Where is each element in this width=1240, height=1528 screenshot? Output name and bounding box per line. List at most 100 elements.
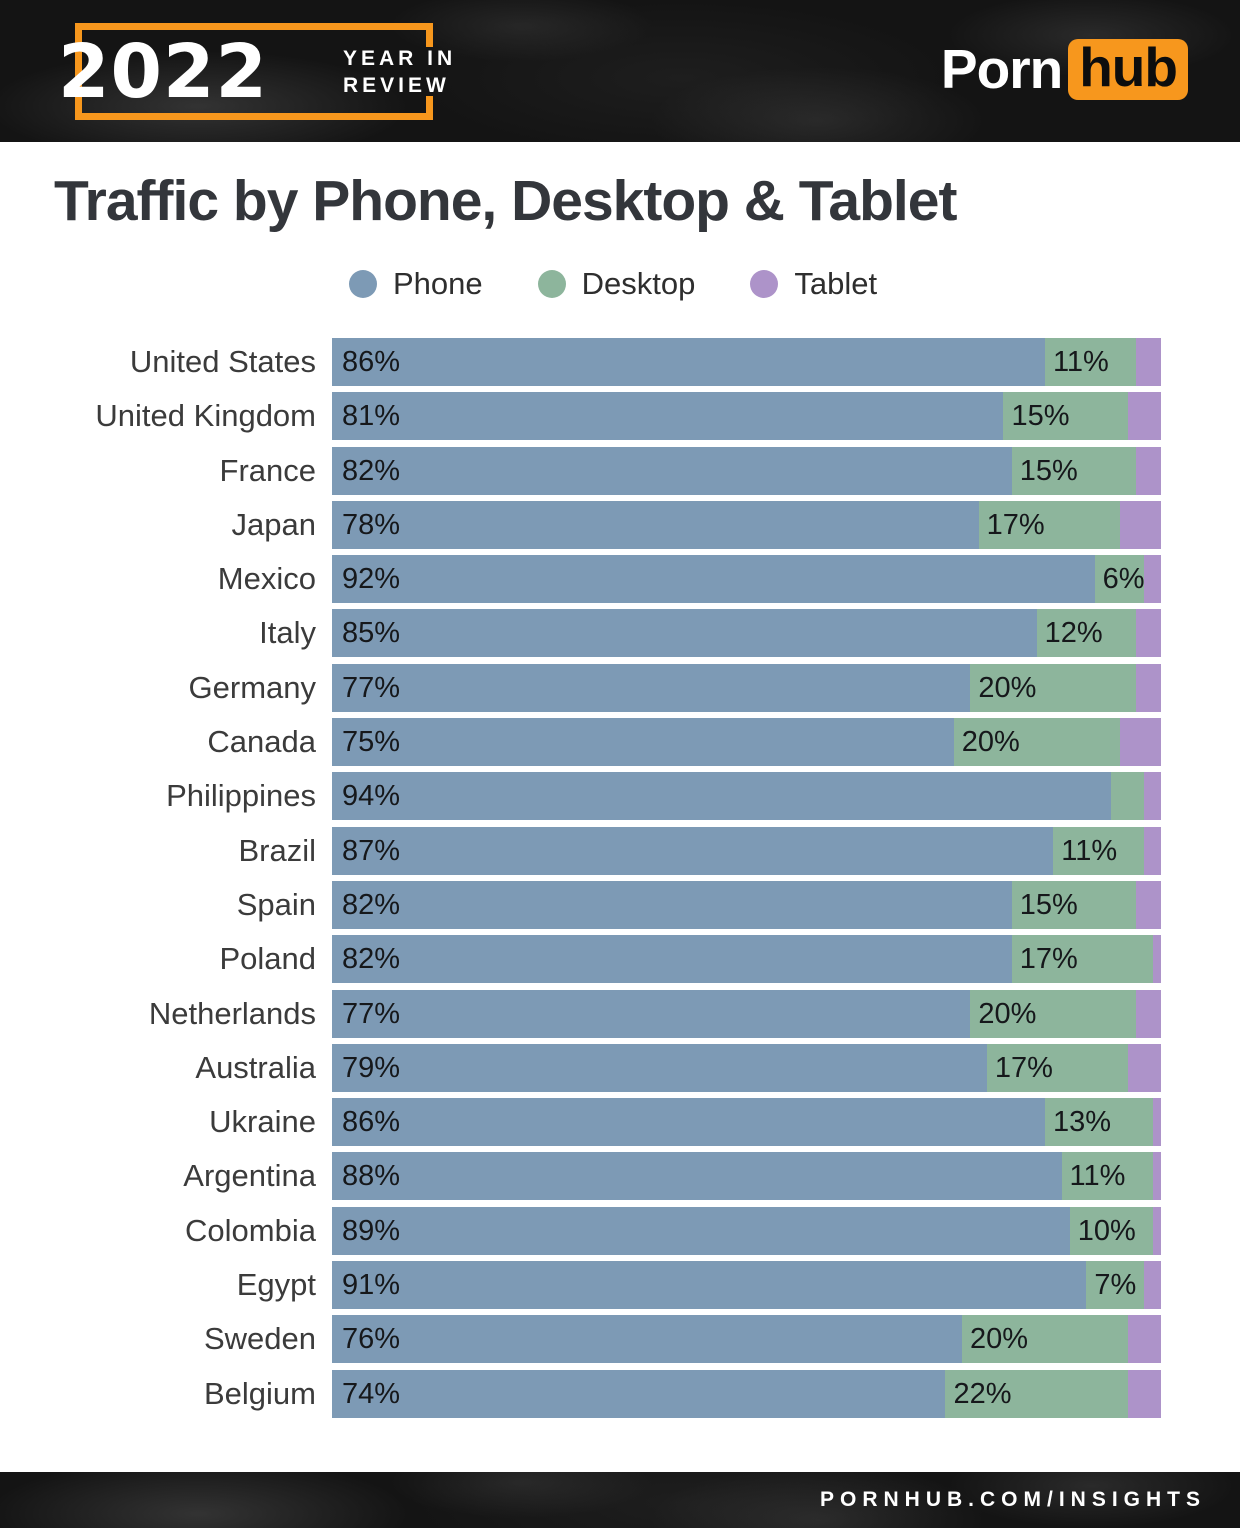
- chart-row: Sweden 76% 20%: [0, 1315, 1240, 1364]
- chart-row: Ukraine 86% 13%: [0, 1098, 1240, 1147]
- row-country-label: Japan: [231, 506, 316, 542]
- bar-track: 76% 20%: [332, 1315, 1161, 1364]
- bar-track: 92% 6%: [332, 555, 1161, 604]
- row-country-label: Argentina: [183, 1158, 316, 1194]
- bar-segment-tablet: [1119, 500, 1161, 549]
- badge-line1: YEAR IN: [343, 46, 457, 70]
- bar-segment-tablet: [1127, 1369, 1161, 1418]
- bar-segment-phone: 88%: [332, 1152, 1062, 1201]
- badge-year: 2022: [58, 28, 268, 115]
- bar-value-phone: 82%: [342, 943, 401, 976]
- bar-value-desktop: 15%: [1011, 400, 1070, 433]
- bar-segment-desktop: 6%: [1094, 555, 1145, 604]
- bar-value-desktop: 13%: [1052, 1106, 1111, 1139]
- bar-segment-phone: 74%: [332, 1369, 946, 1418]
- row-country-label: Italy: [259, 615, 316, 651]
- bar-segment-desktop: 17%: [1011, 935, 1153, 984]
- bar-segment-desktop: 20%: [970, 989, 1137, 1038]
- bar-segment-desktop: 20%: [953, 718, 1120, 767]
- bar-segment-phone: 77%: [332, 989, 971, 1038]
- bar-segment-desktop: 20%: [962, 1315, 1128, 1364]
- bar-value-phone: 85%: [342, 617, 401, 650]
- chart-row: Canada 75% 20%: [0, 718, 1240, 767]
- bar-segment-desktop: 20%: [970, 663, 1137, 712]
- legend-dot-icon: [537, 270, 566, 298]
- row-country-label: Sweden: [203, 1321, 316, 1357]
- bar-value-desktop: 11%: [1069, 1160, 1126, 1193]
- header-band: 2022 YEAR IN REVIEW Porn hub: [0, 0, 1240, 142]
- bar-value-phone: 79%: [342, 1051, 401, 1084]
- bar-segment-phone: 78%: [332, 500, 979, 549]
- bar-track: 85% 12%: [332, 609, 1161, 658]
- bar-value-desktop: 6%: [1102, 563, 1145, 596]
- chart-row: France 82% 15%: [0, 446, 1240, 495]
- footer-url: PORNHUB.COM/INSIGHTS: [819, 1488, 1206, 1511]
- bar-value-desktop: 7%: [1094, 1269, 1137, 1302]
- logo-text-porn: Porn: [940, 38, 1063, 100]
- pornhub-logo: Porn hub: [940, 38, 1188, 100]
- bar-track: 82% 15%: [332, 880, 1161, 929]
- bar-value-desktop: 12%: [1044, 617, 1103, 650]
- bar-segment-desktop: 11%: [1061, 1152, 1153, 1201]
- badge-border-right-top: [426, 23, 433, 47]
- badge-line2: REVIEW: [343, 73, 450, 97]
- chart-row: Poland 82% 17%: [0, 935, 1240, 984]
- bar-value-phone: 76%: [342, 1323, 401, 1356]
- bar-segment-tablet: [1136, 663, 1161, 712]
- legend-item-tablet: Tablet: [750, 266, 877, 302]
- bar-value-desktop: 22%: [953, 1377, 1012, 1410]
- legend-label: Phone: [393, 266, 483, 301]
- bar-value-phone: 81%: [342, 400, 401, 433]
- bar-segment-tablet: [1127, 392, 1161, 441]
- bar-value-phone: 91%: [342, 1269, 401, 1302]
- bar-segment-phone: 91%: [332, 1261, 1087, 1310]
- row-country-label: Belgium: [204, 1375, 316, 1411]
- bar-segment-phone: 82%: [332, 446, 1012, 495]
- bar-segment-tablet: [1136, 446, 1161, 495]
- row-country-label: Poland: [219, 941, 316, 977]
- bar-segment-desktop: 11%: [1044, 338, 1137, 386]
- bar-value-phone: 86%: [342, 1106, 401, 1139]
- bar-track: 77% 20%: [332, 663, 1161, 712]
- bar-value-phone: 94%: [342, 780, 401, 813]
- chart-row: Italy 85% 12%: [0, 609, 1240, 658]
- bar-segment-desktop: 11%: [1053, 826, 1145, 875]
- bar-segment-tablet: [1152, 1152, 1161, 1201]
- bar-value-desktop: 17%: [1019, 943, 1078, 976]
- bar-value-phone: 77%: [342, 671, 401, 704]
- chart-row: Mexico 92% 6%: [0, 555, 1240, 604]
- row-country-label: United States: [129, 344, 316, 379]
- bar-value-phone: 77%: [342, 997, 401, 1030]
- badge-border-left: [75, 23, 82, 120]
- row-country-label: United Kingdom: [95, 398, 316, 434]
- bar-segment-phone: 86%: [332, 1098, 1045, 1147]
- bar-segment-desktop: 17%: [978, 500, 1120, 549]
- bar-track: 79% 17%: [332, 1043, 1161, 1092]
- bar-value-desktop: 20%: [978, 997, 1037, 1030]
- bar-segment-tablet: [1136, 609, 1161, 658]
- row-country-label: Colombia: [185, 1212, 316, 1248]
- bar-segment-desktop: 15%: [1011, 446, 1137, 495]
- bar-value-desktop: 11%: [1061, 834, 1118, 867]
- bar-segment-phone: 81%: [332, 392, 1004, 441]
- legend-dot-icon: [349, 270, 377, 298]
- legend-label: Tablet: [794, 266, 878, 301]
- bar-segment-desktop: [1111, 772, 1145, 821]
- bar-segment-phone: 86%: [332, 338, 1045, 386]
- bar-segment-tablet: [1152, 935, 1161, 984]
- badge-border-bottom: [75, 113, 433, 120]
- bar-segment-phone: 82%: [332, 935, 1012, 984]
- bar-track: 78% 17%: [332, 500, 1161, 549]
- bar-value-desktop: 15%: [1019, 454, 1078, 487]
- bar-value-desktop: 15%: [1019, 888, 1078, 921]
- bar-segment-desktop: 13%: [1044, 1098, 1153, 1147]
- page-title: Traffic by Phone, Desktop & Tablet: [54, 169, 957, 233]
- row-country-label: France: [219, 452, 316, 488]
- bar-segment-tablet: [1144, 772, 1161, 821]
- bar-track: 91% 7%: [332, 1261, 1161, 1310]
- row-country-label: Germany: [188, 669, 316, 705]
- bar-segment-phone: 89%: [332, 1206, 1070, 1255]
- row-country-label: Spain: [236, 886, 316, 922]
- chart-row: Philippines 94%: [0, 772, 1240, 821]
- chart-row: Germany 77% 20%: [0, 663, 1240, 712]
